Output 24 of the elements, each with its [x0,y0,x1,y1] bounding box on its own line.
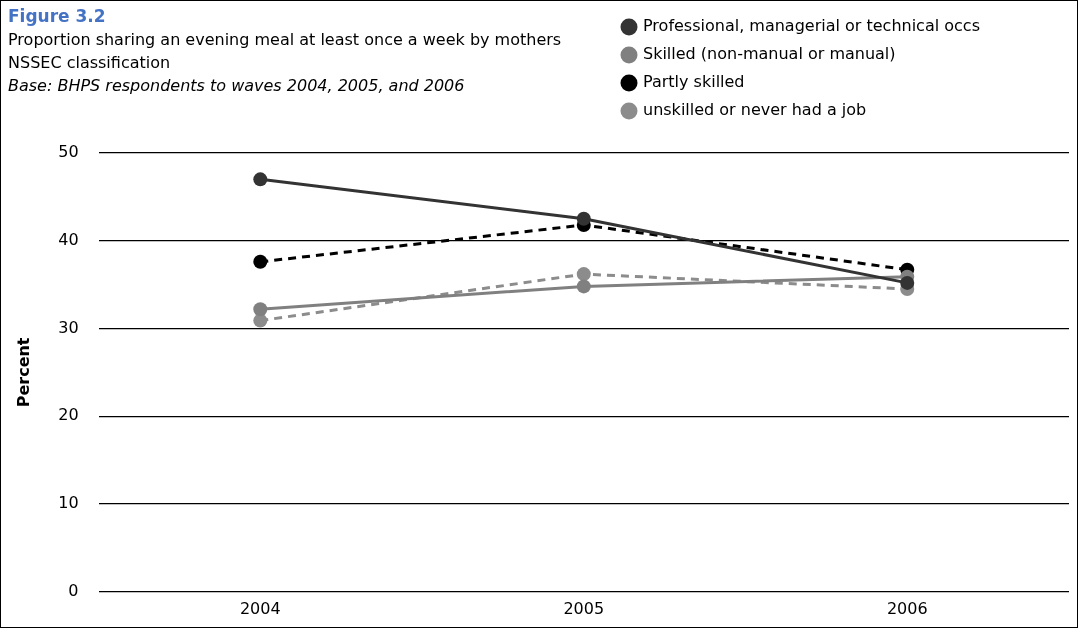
y-axis-title: Percent [13,337,33,408]
x-tick-label: 2006 [886,598,928,618]
y-tick-label: 50 [58,142,79,162]
legend-label: Partly skilled [643,72,745,92]
point [900,275,915,290]
legend-label: Professional, managerial or technical occs [643,16,980,36]
y-tick-label: 40 [58,229,79,249]
y-tick-label: 20 [58,405,79,425]
point [253,254,268,269]
text: Base: BHPS respondents to waves 2004, 2005, and 2006 [8,75,466,97]
point [576,279,591,294]
point [576,267,591,282]
legend-label: Skilled (non-manual or manual) [643,44,896,64]
y-tick-label: 0 [68,580,79,600]
point [576,211,591,226]
legend-label: unskilled or never had a job [643,100,867,120]
x-tick-label: 2004 [239,598,281,618]
y-tick-label: 10 [58,493,79,513]
y-tick-label: 30 [58,317,79,337]
chart-title: Figure 3.2 [8,5,107,28]
point [253,302,268,317]
chart-subtitle: Proportion sharing an evening meal at least once a week by mothers NSSEC classification [8,29,563,74]
point [253,172,268,187]
x-tick-label: 2005 [563,598,605,618]
